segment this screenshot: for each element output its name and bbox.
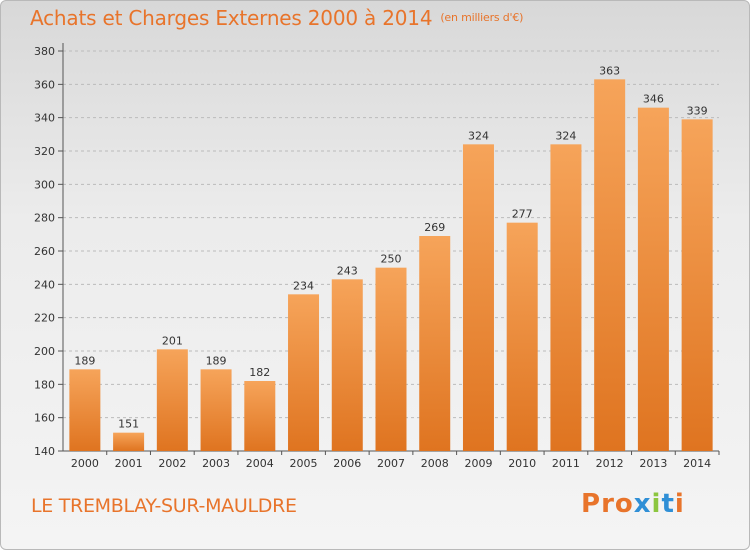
y-tick-label: 280 (34, 212, 55, 225)
x-tick-label: 2007 (377, 457, 405, 470)
x-tick-label: 2001 (115, 457, 143, 470)
title-text: Achats et Charges Externes 2000 à 2014 (30, 6, 433, 30)
bar-2004 (244, 381, 276, 451)
bar-2011 (550, 144, 582, 452)
unit-label: (en milliers d'€) (440, 11, 524, 24)
data-label-2010: 277 (512, 208, 533, 221)
x-tick-label: 2005 (290, 457, 318, 470)
x-tick-label: 2002 (158, 457, 186, 470)
bar-2006 (331, 279, 363, 451)
x-tick-label: 2004 (246, 457, 274, 470)
x-tick-label: 2000 (71, 457, 99, 470)
bars (69, 79, 713, 452)
bar-2007 (375, 267, 407, 451)
x-tick-label: 2006 (333, 457, 361, 470)
data-label-2002: 201 (162, 334, 183, 347)
data-label-2009: 324 (468, 129, 489, 142)
logo-letter: t (661, 489, 675, 519)
bar-2009 (462, 144, 494, 452)
logo-letter: o (614, 489, 634, 519)
data-label-2013: 346 (643, 93, 664, 106)
data-label-2004: 182 (249, 366, 270, 379)
data-label-2003: 189 (206, 354, 227, 367)
data-label-2014: 339 (687, 104, 708, 117)
y-tick-label: 220 (34, 312, 55, 325)
data-label-2001: 151 (118, 418, 139, 431)
data-labels: 189 151 201 189 182 234 243 250 269 324 277 324 363 3… (74, 64, 707, 430)
y-tick-label: 320 (34, 145, 55, 158)
x-tick-label: 2008 (421, 457, 449, 470)
data-label-2006: 243 (337, 264, 358, 277)
proxiti-logo: Proxiti (581, 489, 685, 519)
data-label-2012: 363 (599, 64, 620, 77)
y-tick-label: 240 (34, 278, 55, 291)
logo-letter: r (601, 489, 615, 519)
y-tick-label: 140 (34, 445, 55, 458)
x-tick-label: 2014 (683, 457, 711, 470)
x-tick-label: 2013 (639, 457, 667, 470)
data-label-2011: 324 (555, 129, 576, 142)
x-tick-label: 2010 (508, 457, 536, 470)
y-tick-label: 340 (34, 112, 55, 125)
y-tick-label: 160 (34, 412, 55, 425)
y-tick-label: 260 (34, 245, 55, 258)
y-tick-label: 200 (34, 345, 55, 358)
logo-letter: i (674, 489, 685, 519)
logo-letter: P (581, 489, 602, 519)
bar-2001 (113, 432, 145, 451)
data-label-2005: 234 (293, 279, 314, 292)
bar-2000 (69, 369, 101, 451)
data-label-2008: 269 (424, 221, 445, 234)
bar-2010 (506, 222, 538, 451)
bar-2012 (594, 79, 626, 451)
x-tick-label: 2011 (552, 457, 580, 470)
x-tick-label: 2009 (464, 457, 492, 470)
x-tick-label: 2003 (202, 457, 230, 470)
data-label-2000: 189 (74, 354, 95, 367)
bar-2014 (681, 119, 713, 451)
logo-letter: x (633, 489, 652, 519)
y-tick-label: 380 (34, 45, 55, 58)
y-tick-label: 180 (34, 378, 55, 391)
bar-2002 (156, 349, 188, 451)
y-tick-label: 360 (34, 78, 55, 91)
logo-letter: i (651, 489, 662, 519)
x-tick-label: 2012 (596, 457, 624, 470)
bar-2008 (419, 236, 451, 451)
chart-title: Achats et Charges Externes 2000 à 2014 (e… (30, 6, 523, 30)
bar-2003 (200, 369, 232, 451)
x-axis: 2000 2001 2002 2003 2004 2005 2006 2007 2008 2009… (71, 451, 720, 470)
commune-name: LE TREMBLAY-SUR-MAULDRE (31, 495, 297, 517)
y-tick-label: 300 (34, 178, 55, 191)
data-label-2007: 250 (381, 253, 402, 266)
bar-2013 (637, 107, 669, 452)
bar-2005 (288, 294, 320, 451)
